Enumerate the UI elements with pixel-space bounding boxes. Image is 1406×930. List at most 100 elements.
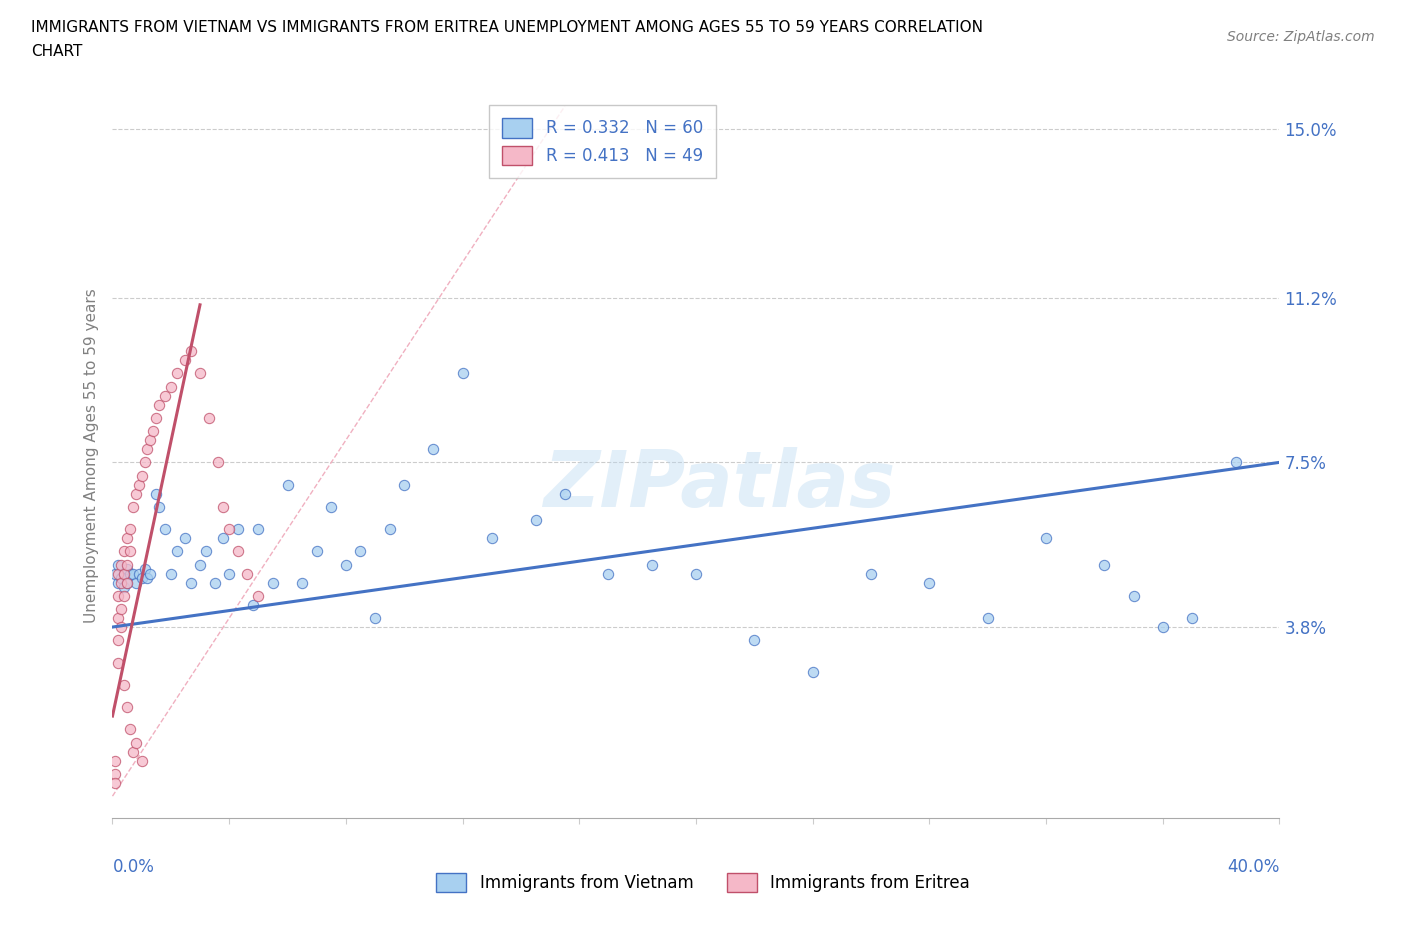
Point bbox=[321, 499, 343, 514]
Point bbox=[128, 566, 150, 581]
Legend: R = 0.332   N = 60, R = 0.413   N = 49: R = 0.332 N = 60, R = 0.413 N = 49 bbox=[489, 105, 716, 179]
Point bbox=[131, 753, 153, 768]
Point bbox=[364, 611, 387, 626]
Point bbox=[115, 562, 138, 577]
Point bbox=[131, 469, 153, 484]
Point bbox=[174, 352, 197, 367]
Point bbox=[641, 557, 664, 572]
Point bbox=[148, 499, 170, 514]
Point bbox=[104, 753, 127, 768]
Point bbox=[194, 544, 217, 559]
Point bbox=[166, 365, 188, 380]
Text: 40.0%: 40.0% bbox=[1227, 858, 1279, 876]
Point bbox=[204, 575, 226, 590]
Point bbox=[112, 677, 135, 692]
Point bbox=[197, 410, 219, 425]
Point bbox=[112, 579, 135, 594]
Point bbox=[107, 566, 129, 581]
Point bbox=[112, 589, 135, 604]
Point bbox=[378, 522, 401, 537]
Point bbox=[153, 522, 176, 537]
Point bbox=[118, 522, 141, 537]
Point bbox=[110, 619, 132, 634]
Point bbox=[110, 557, 132, 572]
Point bbox=[598, 566, 620, 581]
Point bbox=[115, 575, 138, 590]
Point bbox=[1122, 589, 1144, 604]
Text: ZIPatlas: ZIPatlas bbox=[543, 446, 896, 523]
Point bbox=[122, 744, 145, 759]
Text: IMMIGRANTS FROM VIETNAM VS IMMIGRANTS FROM ERITREA UNEMPLOYMENT AMONG AGES 55 TO: IMMIGRANTS FROM VIETNAM VS IMMIGRANTS FR… bbox=[31, 20, 983, 35]
Point bbox=[160, 566, 183, 581]
Point bbox=[145, 486, 167, 501]
Point bbox=[276, 477, 298, 492]
Point bbox=[107, 589, 129, 604]
Point bbox=[125, 486, 148, 501]
Point bbox=[801, 664, 824, 679]
Point bbox=[451, 365, 474, 380]
Text: Source: ZipAtlas.com: Source: ZipAtlas.com bbox=[1227, 30, 1375, 44]
Point bbox=[139, 566, 162, 581]
Point bbox=[134, 455, 156, 470]
Point bbox=[115, 699, 138, 714]
Point bbox=[115, 531, 138, 546]
Point bbox=[148, 397, 170, 412]
Point bbox=[481, 531, 503, 546]
Point bbox=[247, 589, 270, 604]
Point bbox=[107, 611, 129, 626]
Point bbox=[212, 499, 235, 514]
Point bbox=[305, 544, 328, 559]
Point bbox=[166, 544, 188, 559]
Point bbox=[212, 531, 235, 546]
Point bbox=[180, 575, 202, 590]
Point bbox=[136, 571, 159, 586]
Point bbox=[1094, 557, 1116, 572]
Point bbox=[554, 486, 576, 501]
Point bbox=[207, 455, 229, 470]
Point bbox=[104, 776, 127, 790]
Point bbox=[226, 544, 249, 559]
Point bbox=[174, 531, 197, 546]
Point bbox=[394, 477, 416, 492]
Point bbox=[112, 566, 135, 581]
Point bbox=[188, 557, 211, 572]
Point bbox=[247, 522, 270, 537]
Point bbox=[104, 566, 127, 581]
Point bbox=[422, 442, 444, 457]
Point bbox=[110, 575, 132, 590]
Point bbox=[860, 566, 883, 581]
Point bbox=[218, 522, 240, 537]
Point bbox=[107, 575, 129, 590]
Point bbox=[262, 575, 284, 590]
Text: CHART: CHART bbox=[31, 44, 83, 59]
Point bbox=[291, 575, 314, 590]
Point bbox=[131, 571, 153, 586]
Point bbox=[107, 633, 129, 648]
Point bbox=[122, 566, 145, 581]
Point bbox=[226, 522, 249, 537]
Point bbox=[122, 499, 145, 514]
Point bbox=[112, 544, 135, 559]
Point bbox=[742, 633, 765, 648]
Point bbox=[153, 388, 176, 403]
Point bbox=[125, 575, 148, 590]
Point bbox=[335, 557, 357, 572]
Point bbox=[125, 736, 148, 751]
Point bbox=[218, 566, 240, 581]
Point bbox=[235, 566, 257, 581]
Point bbox=[107, 557, 129, 572]
Point bbox=[1225, 455, 1247, 470]
Point bbox=[349, 544, 371, 559]
Point bbox=[128, 477, 150, 492]
Point bbox=[110, 571, 132, 586]
Point bbox=[1181, 611, 1204, 626]
Point bbox=[110, 602, 132, 617]
Point bbox=[1152, 619, 1174, 634]
Point bbox=[118, 544, 141, 559]
Point bbox=[685, 566, 707, 581]
Point bbox=[134, 562, 156, 577]
Point bbox=[1035, 531, 1057, 546]
Point bbox=[242, 597, 264, 612]
Legend: Immigrants from Vietnam, Immigrants from Eritrea: Immigrants from Vietnam, Immigrants from… bbox=[430, 866, 976, 898]
Point bbox=[918, 575, 941, 590]
